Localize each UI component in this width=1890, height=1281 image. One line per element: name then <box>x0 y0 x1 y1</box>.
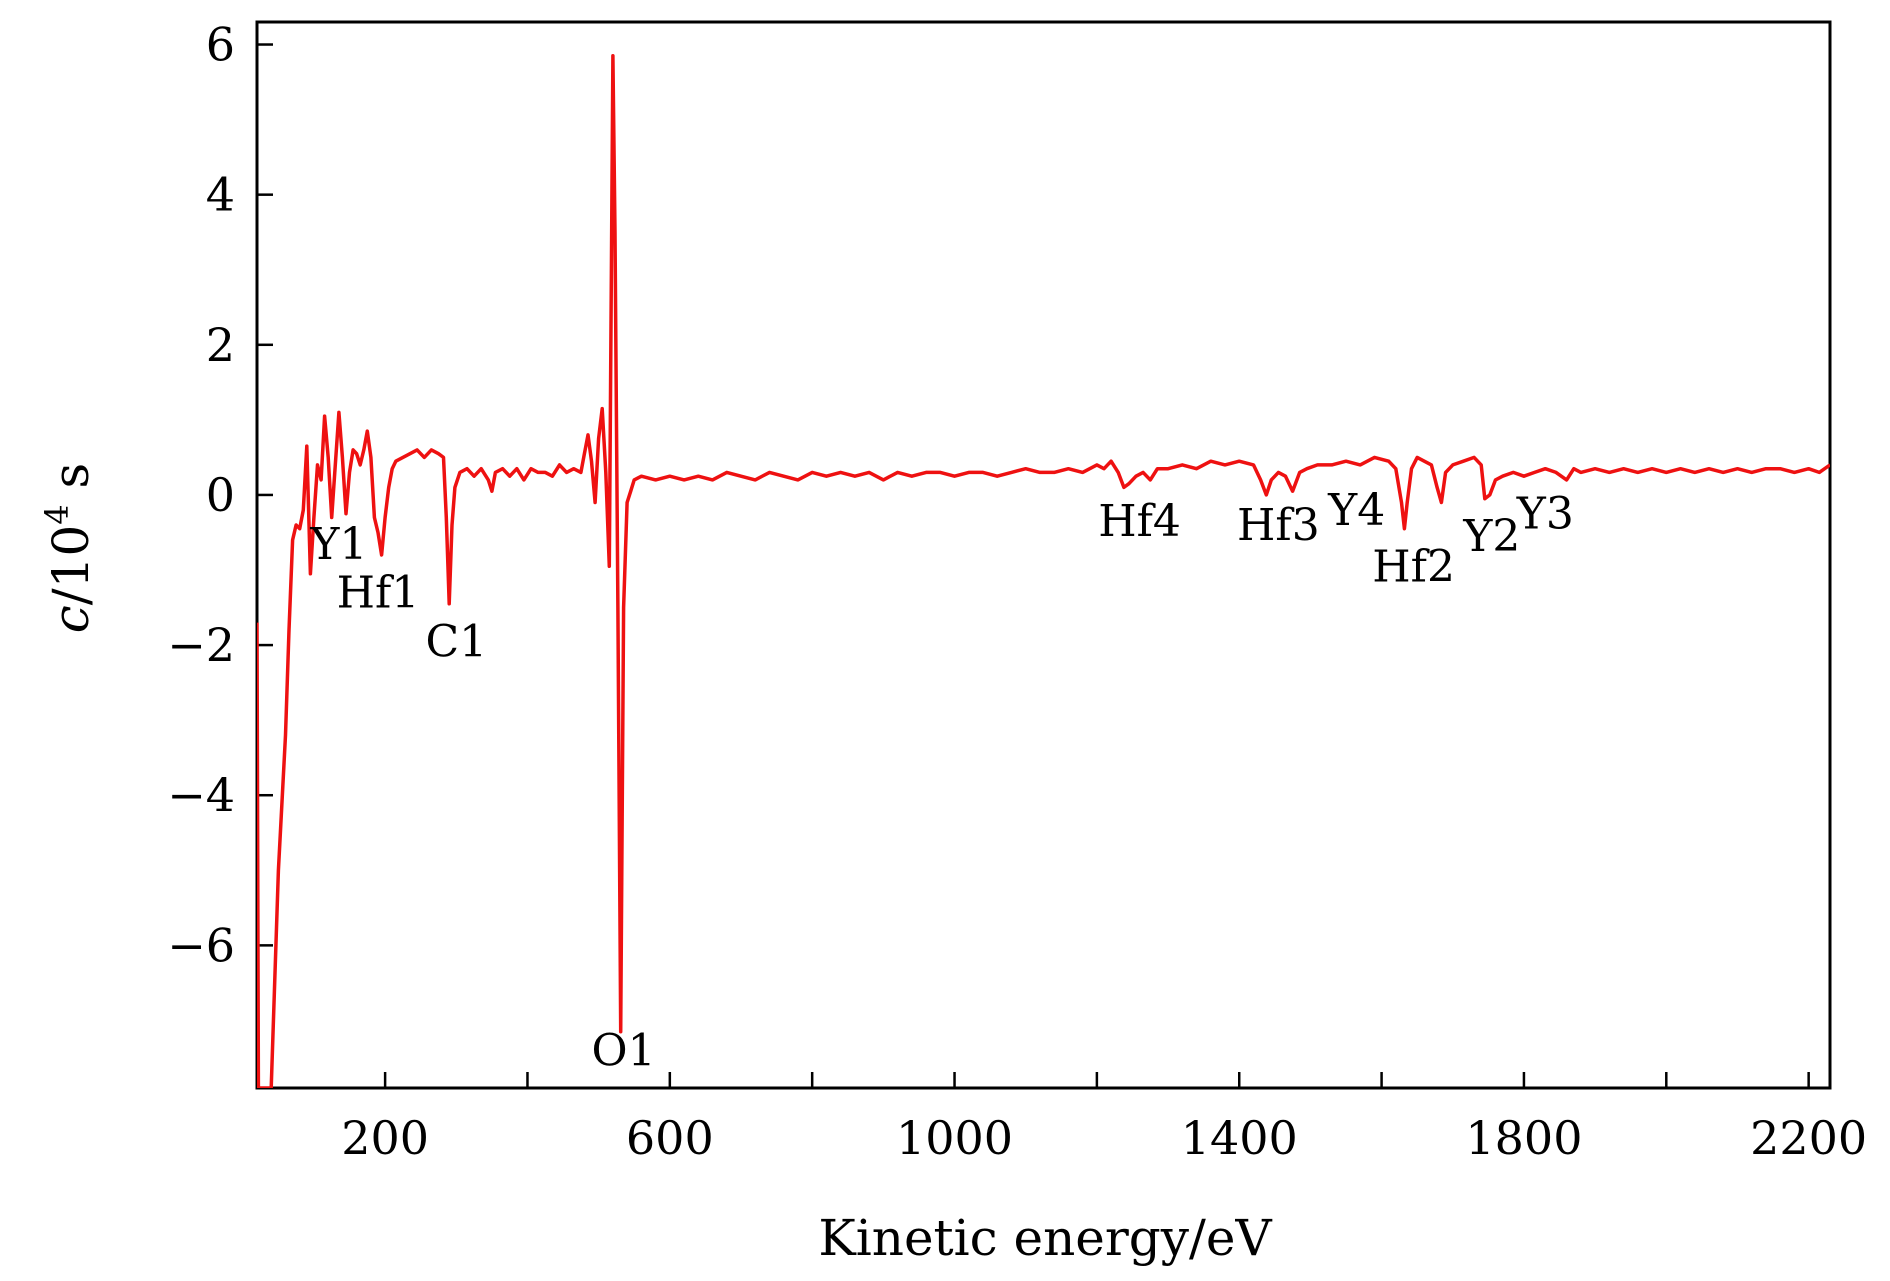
peak-label: C1 <box>425 616 487 667</box>
peak-label: Hf4 <box>1098 496 1181 547</box>
y-tick-label: −6 <box>167 918 235 972</box>
peak-label: Hf3 <box>1237 500 1320 551</box>
peak-label: Y2 <box>1462 511 1520 562</box>
x-axis-title: Kinetic energy/eV <box>818 1209 1272 1267</box>
x-tick-label: 1400 <box>1181 1111 1298 1165</box>
y-tick-label: −2 <box>167 618 235 672</box>
series-line <box>257 54 1830 1088</box>
x-tick-label: 2200 <box>1750 1111 1867 1165</box>
y-axis-title-base: /10 <box>42 525 100 605</box>
y-tick-label: 2 <box>206 318 235 372</box>
y-axis-title-unit: s <box>42 463 100 505</box>
x-tick-label: 200 <box>341 1111 429 1165</box>
peak-label: Hf2 <box>1372 541 1455 592</box>
y-tick-label: 0 <box>206 468 235 522</box>
x-tick-label: 1800 <box>1465 1111 1582 1165</box>
y-axis-title: c/104 s <box>38 463 100 633</box>
y-tick-label: −4 <box>167 768 235 822</box>
x-tick-label: 600 <box>626 1111 714 1165</box>
y-axis-title-variable: c <box>42 605 100 633</box>
peak-label: Y3 <box>1516 489 1574 540</box>
axes-layer: 200 600 1000 1400 1800 2200 6 4 2 0 −2 −4 −6 <box>167 18 1867 1165</box>
peak-label: Hf1 <box>337 568 420 619</box>
y-tick-label: 4 <box>206 168 235 222</box>
peak-label: Y4 <box>1327 485 1385 536</box>
peak-label: Y1 <box>309 519 367 570</box>
peak-label: O1 <box>592 1025 656 1076</box>
series-layer <box>257 54 1830 1088</box>
y-tick-label: 6 <box>206 18 235 72</box>
y-axis-title-exponent: 4 <box>38 504 76 524</box>
x-tick-label: 1000 <box>896 1111 1013 1165</box>
plot-frame <box>255 20 1832 1090</box>
